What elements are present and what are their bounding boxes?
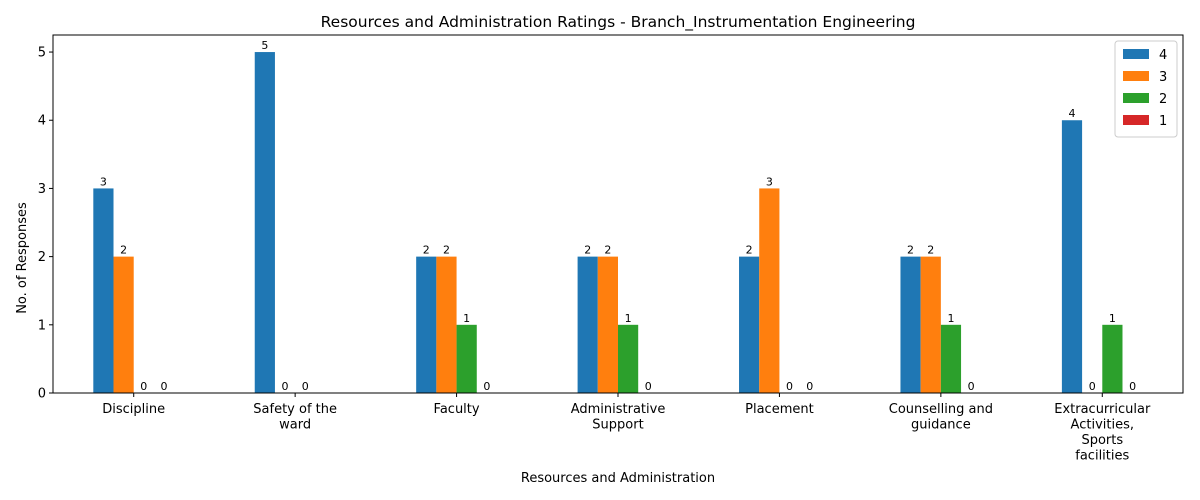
legend-swatch — [1123, 71, 1149, 81]
bar-value-label: 2 — [927, 244, 934, 257]
bar-value-label: 0 — [140, 380, 147, 393]
legend-label: 2 — [1159, 92, 1167, 107]
bar-value-label: 0 — [786, 380, 793, 393]
bar-value-label: 2 — [907, 244, 914, 257]
bar-value-label: 2 — [423, 244, 430, 257]
y-tick-label: 3 — [38, 182, 46, 197]
legend-swatch — [1123, 93, 1149, 103]
y-tick-label: 4 — [38, 114, 46, 129]
bar-value-label: 0 — [645, 380, 652, 393]
x-tick-label: Faculty — [434, 402, 480, 417]
bar-value-label: 3 — [100, 175, 107, 188]
bar — [113, 256, 134, 393]
y-tick-label: 2 — [38, 250, 46, 265]
x-tick-label: Discipline — [102, 402, 165, 417]
legend-label: 3 — [1159, 70, 1167, 85]
y-tick-label: 0 — [38, 387, 46, 402]
bar-value-label: 0 — [806, 380, 813, 393]
y-axis: 0 1 2 3 4 5 — [38, 46, 53, 402]
legend-box — [1114, 40, 1178, 138]
bar — [456, 324, 477, 393]
x-tick-label: Safety of the ward — [253, 402, 337, 433]
bar-value-label: 4 — [1068, 107, 1075, 120]
bar — [1061, 120, 1083, 394]
bar — [597, 256, 618, 393]
bar — [254, 52, 275, 394]
legend-label: 4 — [1159, 48, 1167, 63]
bar-value-label: 2 — [584, 244, 591, 257]
bar — [93, 188, 114, 393]
bar-value-label: 0 — [161, 380, 168, 393]
legend: 4 3 2 1 — [1114, 40, 1178, 138]
x-tick-label: Placement — [745, 402, 814, 417]
bar — [759, 188, 780, 393]
y-tick-label: 5 — [38, 46, 46, 61]
bar-value-label: 1 — [1109, 312, 1116, 325]
bar-value-label: 5 — [261, 39, 268, 52]
bar-value-label: 0 — [1089, 380, 1096, 393]
bar — [577, 256, 598, 393]
bar-value-label: 0 — [483, 380, 490, 393]
bar-value-label: 1 — [625, 312, 632, 325]
bar — [940, 324, 962, 393]
chart-title: Resources and Administration Ratings - B… — [321, 13, 916, 32]
bar-value-label: 2 — [604, 244, 611, 257]
bar-value-label: 3 — [766, 175, 773, 188]
x-axis: Discipline Safety of the ward Faculty Admini… — [102, 393, 1151, 464]
bar — [436, 256, 457, 393]
legend-label: 1 — [1159, 114, 1167, 129]
legend-swatch — [1123, 49, 1149, 59]
bar-value-label: 2 — [443, 244, 450, 257]
bar-value-label: 2 — [746, 244, 753, 257]
x-tick-label: Extracurricular Activities, Sports faciliti… — [1054, 402, 1151, 464]
bar — [900, 256, 921, 393]
bar-value-label: 0 — [1129, 380, 1136, 393]
bar — [618, 324, 639, 393]
x-tick-label: Counselling and guidance — [889, 402, 993, 433]
bar — [1102, 324, 1123, 393]
y-tick-label: 1 — [38, 318, 46, 333]
bar-value-label: 0 — [282, 380, 289, 393]
x-axis-label: Resources and Administration — [521, 471, 715, 486]
legend-swatch — [1123, 115, 1149, 125]
bar-value-label: 1 — [947, 312, 954, 325]
y-axis-label: No. of Responses — [15, 202, 30, 314]
bar-value-label: 0 — [302, 380, 309, 393]
x-tick-label: Administrative Support — [571, 402, 666, 433]
bar — [920, 256, 941, 393]
bar-value-label: 1 — [463, 312, 470, 325]
bar — [739, 256, 760, 393]
bar-value-label: 0 — [968, 380, 975, 393]
bar — [416, 256, 437, 393]
bar-value-label: 2 — [120, 244, 127, 257]
